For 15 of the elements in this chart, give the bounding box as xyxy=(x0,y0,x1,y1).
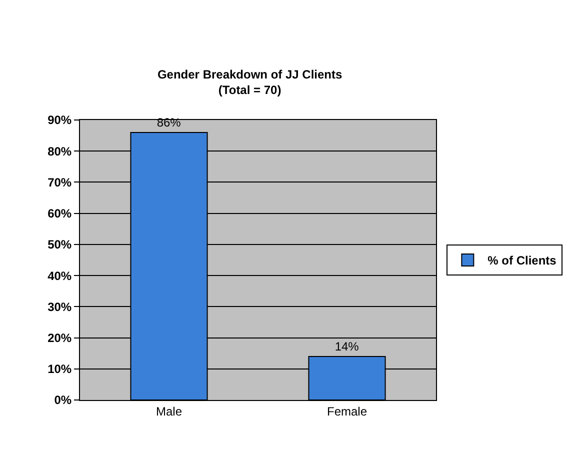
y-tick-label: 40% xyxy=(48,268,72,283)
x-tick-label: Male xyxy=(156,404,182,418)
y-tick-label: 90% xyxy=(48,113,72,128)
x-tick-label: Female xyxy=(326,404,368,418)
y-tick-label: 50% xyxy=(48,238,72,252)
y-tick-label: 70% xyxy=(48,175,72,190)
y-tick-label: 30% xyxy=(48,300,72,314)
y-tick-label: 80% xyxy=(48,144,72,158)
y-tick-label: 20% xyxy=(48,330,72,345)
y-tick-label: 0% xyxy=(54,393,72,408)
y-tick-label: 10% xyxy=(48,362,72,376)
y-tick-label: 60% xyxy=(48,206,72,221)
data-label: 14% xyxy=(334,339,360,354)
legend-label: % of Clients xyxy=(488,254,557,268)
chart-title: Gender Breakdown of JJ Clients (Total = 70) xyxy=(157,68,343,98)
